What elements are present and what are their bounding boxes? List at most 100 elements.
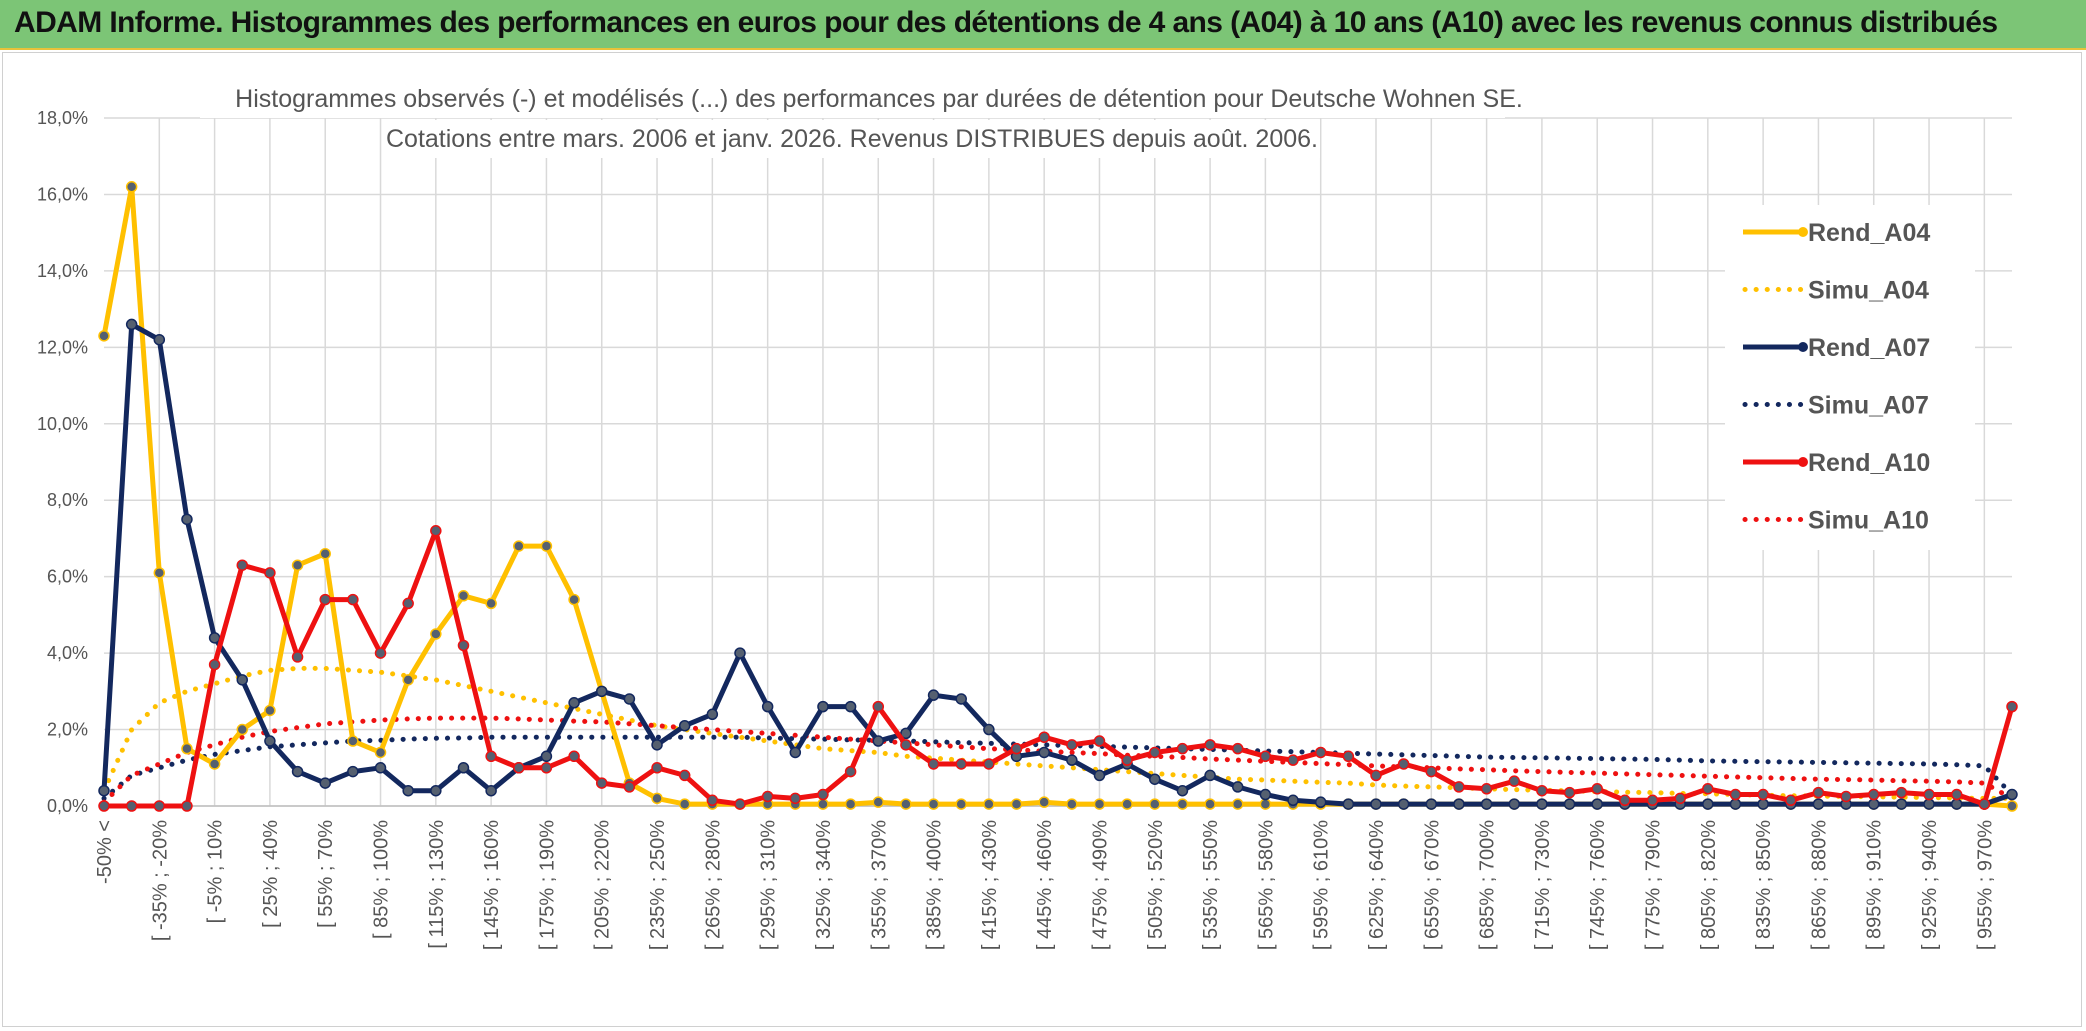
x-tick-label: [ 145% ; 160% xyxy=(481,820,503,950)
data-point-rend-a07 xyxy=(734,647,746,659)
legend-item-rend-a10: Rend_A10 xyxy=(1743,449,1930,477)
data-point-rend-a10 xyxy=(319,593,331,606)
data-point-rend-a04 xyxy=(568,593,580,606)
legend: Rend_A04 Simu_A04 Rend_A07 Simu_A07 Rend_A10… xyxy=(1725,205,1975,550)
data-point-rend-a07 xyxy=(623,693,636,705)
x-tick-label: [ 835% ; 850% xyxy=(1753,820,1775,950)
y-tick-label: 4,0% xyxy=(47,643,88,663)
data-point-rend-a07 xyxy=(1480,798,1493,810)
data-point-rend-a04 xyxy=(181,742,193,755)
data-point-rend-a07 xyxy=(1895,798,1908,810)
series-simu-a07 xyxy=(101,734,2015,801)
x-tick-label: [ 595% ; 610% xyxy=(1311,820,1333,950)
chart-title-line2: Cotations entre mars. 2006 et janv. 2026… xyxy=(386,125,1318,153)
x-tick-label: [ 715% ; 730% xyxy=(1532,820,1554,950)
data-point-rend-a04 xyxy=(983,798,995,810)
data-point-rend-a04 xyxy=(347,735,359,747)
x-tick-label: [ 355% ; 370% xyxy=(868,820,890,950)
data-point-rend-a10 xyxy=(983,758,995,770)
data-point-rend-a07 xyxy=(1287,794,1299,807)
report-header: ADAM Informe. Histogrammes des performan… xyxy=(0,0,2086,50)
data-point-rend-a07 xyxy=(236,674,249,686)
y-tick-label: 10,0% xyxy=(37,414,88,434)
data-point-rend-a10 xyxy=(402,597,414,610)
data-point-rend-a10 xyxy=(98,800,110,812)
data-point-rend-a10 xyxy=(1370,769,1382,782)
data-point-rend-a07 xyxy=(955,693,967,705)
legend-label: Rend_A04 xyxy=(1808,219,1930,247)
legend-label: Simu_A04 xyxy=(1808,277,1929,305)
legend-marker xyxy=(1798,457,1808,467)
data-point-rend-a10 xyxy=(1923,788,1935,801)
data-point-rend-a07 xyxy=(1342,798,1355,810)
x-tick-label: [ 535% ; 550% xyxy=(1200,820,1222,950)
data-point-rend-a04 xyxy=(651,792,663,805)
data-point-rend-a04 xyxy=(125,181,138,193)
series-layer xyxy=(98,181,2018,812)
x-tick-label: [ 505% ; 520% xyxy=(1145,820,1167,950)
x-tick-label: [ 745% ; 760% xyxy=(1587,820,1609,950)
legend-marker xyxy=(1798,342,1808,352)
chart-title-line1-bg xyxy=(200,78,1505,118)
data-point-rend-a10 xyxy=(900,739,912,751)
data-point-rend-a07 xyxy=(485,784,497,797)
data-point-rend-a07 xyxy=(595,685,608,698)
data-point-rend-a04 xyxy=(2006,800,2018,812)
data-point-rend-a04 xyxy=(678,798,691,810)
data-point-rend-a07 xyxy=(1536,798,1548,810)
y-tick-label: 6,0% xyxy=(47,567,88,587)
data-point-rend-a10 xyxy=(1287,754,1299,766)
data-point-rend-a04 xyxy=(1259,798,1272,810)
y-tick-label: 18,0% xyxy=(37,108,88,128)
data-point-rend-a10 xyxy=(208,658,221,671)
x-tick-label: [ 175% ; 190% xyxy=(536,820,558,950)
data-point-rend-a10 xyxy=(1010,742,1023,755)
data-point-rend-a07 xyxy=(1204,769,1216,782)
data-point-rend-a10 xyxy=(651,762,663,774)
x-tick-label: [ 415% ; 430% xyxy=(979,820,1001,950)
data-point-rend-a10 xyxy=(291,651,304,663)
data-point-rend-a04 xyxy=(485,597,497,610)
data-point-rend-a07 xyxy=(540,750,553,763)
data-point-rend-a04 xyxy=(402,674,414,686)
data-point-rend-a10 xyxy=(513,762,525,774)
data-point-rend-a04 xyxy=(319,547,331,560)
data-point-rend-a04 xyxy=(457,590,470,602)
data-point-rend-a04 xyxy=(430,628,442,640)
data-point-rend-a10 xyxy=(1342,750,1355,763)
data-point-rend-a10 xyxy=(2006,700,2018,713)
legend-item-simu-a04: Simu_A04 xyxy=(1742,277,1929,305)
x-tick-label: [ -5% ; 10% xyxy=(205,820,227,924)
data-point-rend-a07 xyxy=(1314,796,1327,808)
data-point-rend-a07 xyxy=(347,765,359,778)
grid-layer: 0,0% 2,0% 4,0% 6,0% 8,0% 10,0% 12,0% 14,0% 16,0%… xyxy=(37,108,2012,950)
data-point-rend-a07 xyxy=(291,765,304,778)
x-tick-label: [ 115% ; 130% xyxy=(426,820,448,949)
x-tick-label: [ 655% ; 670% xyxy=(1421,820,1443,950)
data-point-rend-a07 xyxy=(1591,798,1603,810)
data-point-rend-a07 xyxy=(1923,798,1935,810)
data-point-rend-a10 xyxy=(1674,792,1686,805)
chart-title-line2-bg xyxy=(385,120,1320,158)
data-point-rend-a10 xyxy=(1176,742,1189,755)
data-point-rend-a04 xyxy=(1176,798,1189,810)
legend-item-rend-a07: Rend_A07 xyxy=(1743,334,1930,362)
data-point-rend-a07 xyxy=(1231,781,1244,793)
data-point-rend-a07 xyxy=(1757,798,1769,810)
data-point-rend-a10 xyxy=(1397,758,1410,770)
x-tick-label: [ 565% ; 580% xyxy=(1255,820,1277,950)
data-point-rend-a04 xyxy=(1038,796,1050,808)
data-point-rend-a07 xyxy=(1563,798,1576,810)
data-point-rend-a10 xyxy=(761,790,774,803)
data-point-rend-a04 xyxy=(98,330,110,342)
data-point-rend-a07 xyxy=(1729,798,1742,810)
data-point-rend-a10 xyxy=(1066,739,1078,751)
y-tick-label: 12,0% xyxy=(37,337,88,357)
data-point-rend-a10 xyxy=(1480,783,1493,795)
data-point-rend-a10 xyxy=(1038,731,1050,743)
data-point-rend-a10 xyxy=(1093,735,1106,747)
data-point-rend-a10 xyxy=(457,639,470,652)
data-point-rend-a10 xyxy=(1204,739,1216,751)
data-point-rend-a07 xyxy=(817,700,829,713)
